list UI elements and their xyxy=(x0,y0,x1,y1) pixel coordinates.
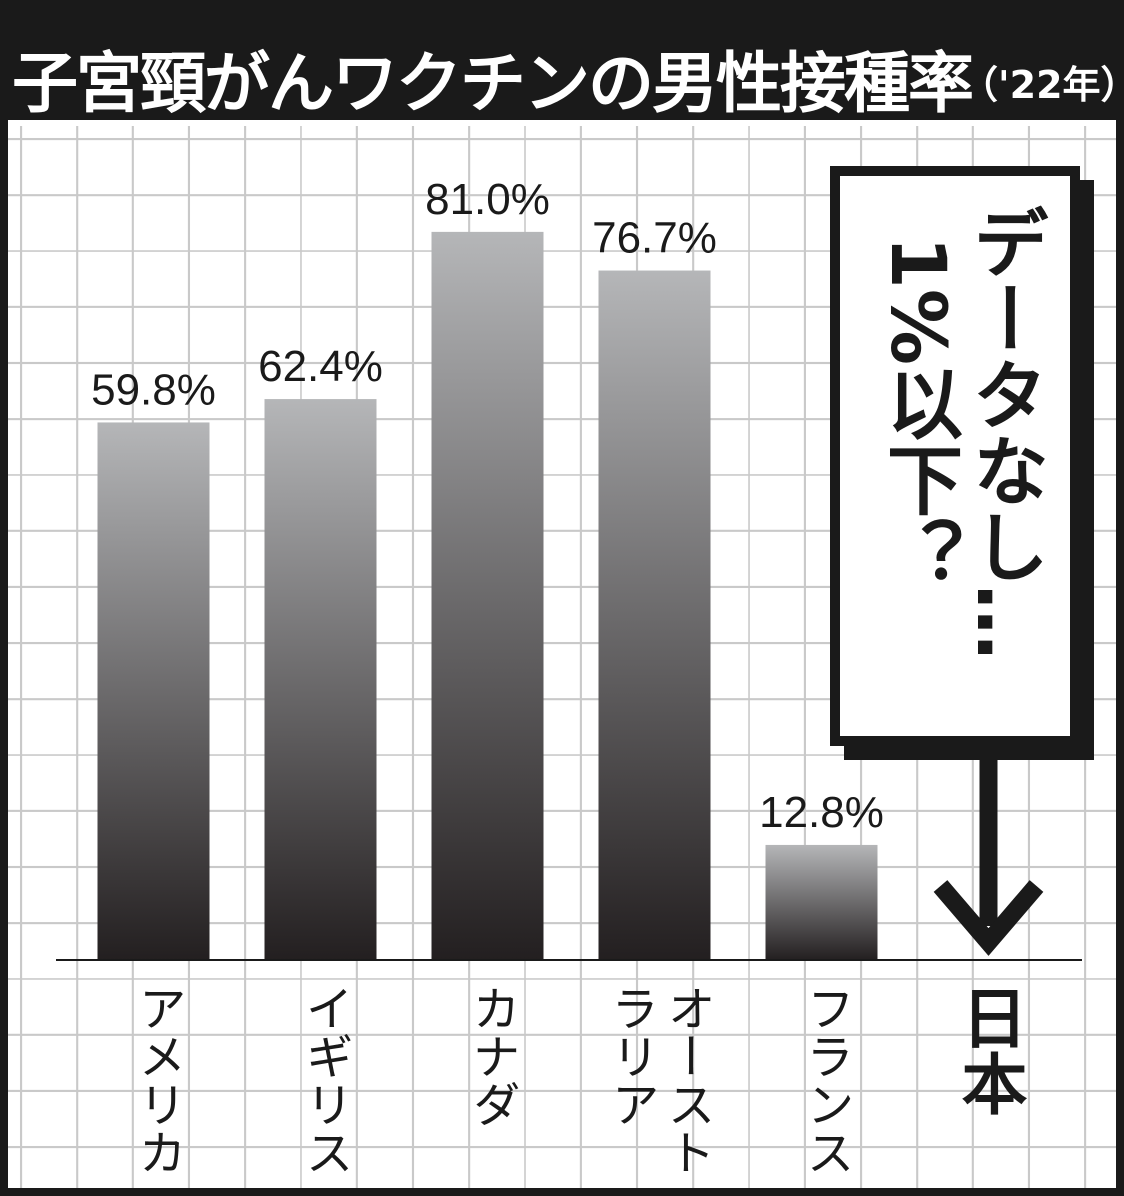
value-label: 81.0% xyxy=(425,175,550,224)
x-tick-label: オーストラリア xyxy=(602,984,715,1176)
x-tick-label: カナダ xyxy=(463,984,520,1128)
value-label: 12.8% xyxy=(759,788,884,837)
chart-title: 子宮頸がんワクチンの男性接種率 xyxy=(12,45,974,122)
x-tick-label: イギリス xyxy=(296,984,353,1176)
annotation-box: データなし… 1%以下？ xyxy=(830,166,1080,746)
x-tick-label: 日本 xyxy=(950,984,1028,1116)
arrow-head xyxy=(933,880,1044,956)
annotation: 1%以下？ xyxy=(874,236,963,594)
bar xyxy=(97,422,210,960)
bar xyxy=(765,844,878,960)
bar xyxy=(431,231,544,960)
bar xyxy=(264,399,377,960)
chart: 59.8% 62.4% 81.0% 76.7% 12.8% xyxy=(56,175,1082,961)
value-label: 59.8% xyxy=(91,365,216,414)
bar xyxy=(598,270,711,960)
annotation: データなし… xyxy=(960,204,1049,660)
x-tick-label: フランス xyxy=(797,984,854,1176)
chart-subtitle: （'22年） xyxy=(960,63,1124,107)
plot-area: 59.8% 62.4% 81.0% 76.7% 12.8% データなし… 1%以下？ ア… xyxy=(8,126,1116,1188)
title-bar: 子宮頸がんワクチンの男性接種率 （'22年） xyxy=(8,8,1124,126)
value-label: 62.4% xyxy=(258,342,383,391)
x-tick-label: アメリカ xyxy=(129,984,186,1176)
value-label: 76.7% xyxy=(592,214,717,263)
